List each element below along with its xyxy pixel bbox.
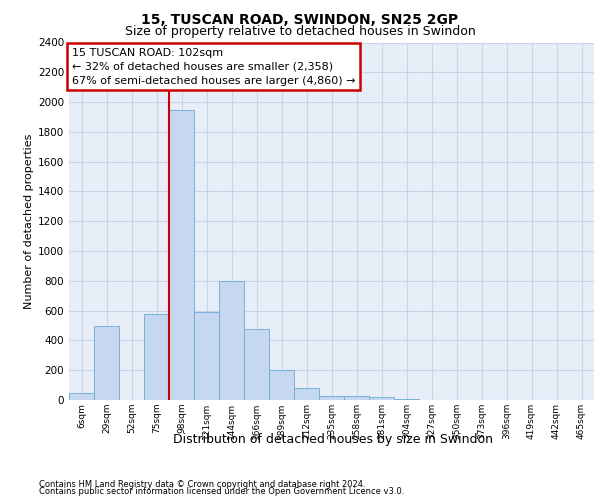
Text: Contains public sector information licensed under the Open Government Licence v3: Contains public sector information licen… <box>39 487 404 496</box>
Bar <box>219 281 244 400</box>
Bar <box>244 328 269 400</box>
Bar <box>269 370 294 400</box>
Bar <box>94 326 119 400</box>
Bar <box>344 396 369 400</box>
Text: 15 TUSCAN ROAD: 102sqm
← 32% of detached houses are smaller (2,358)
67% of semi-: 15 TUSCAN ROAD: 102sqm ← 32% of detached… <box>71 48 355 86</box>
Text: 15, TUSCAN ROAD, SWINDON, SN25 2GP: 15, TUSCAN ROAD, SWINDON, SN25 2GP <box>142 12 458 26</box>
Bar <box>294 388 319 400</box>
Bar <box>194 312 219 400</box>
Bar <box>144 314 169 400</box>
Bar <box>69 392 94 400</box>
Text: Distribution of detached houses by size in Swindon: Distribution of detached houses by size … <box>173 432 493 446</box>
Y-axis label: Number of detached properties: Number of detached properties <box>24 134 34 309</box>
Bar <box>319 396 344 400</box>
Text: Contains HM Land Registry data © Crown copyright and database right 2024.: Contains HM Land Registry data © Crown c… <box>39 480 365 489</box>
Bar <box>369 397 394 400</box>
Bar <box>169 110 194 400</box>
Text: Size of property relative to detached houses in Swindon: Size of property relative to detached ho… <box>125 25 475 38</box>
